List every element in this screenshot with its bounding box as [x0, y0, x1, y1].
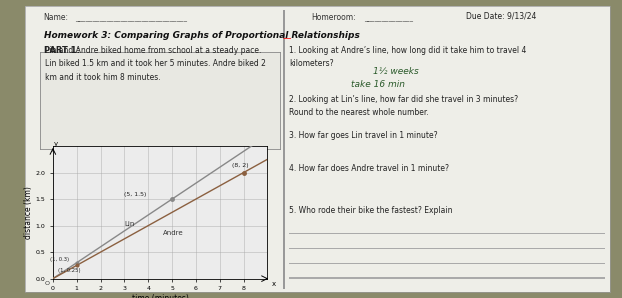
Text: Andre: Andre — [162, 230, 183, 236]
Text: y: y — [54, 141, 58, 147]
Text: Homework 3: Comparing Graphs of Proportional Relationships: Homework 3: Comparing Graphs of Proporti… — [44, 31, 360, 40]
Text: Due Date: 9/13/24: Due Date: 9/13/24 — [466, 12, 537, 21]
Text: (5, 1.5): (5, 1.5) — [124, 192, 147, 197]
Y-axis label: distance (km): distance (km) — [24, 186, 32, 239]
Text: PART 1:: PART 1: — [44, 46, 80, 55]
Text: (8, 2): (8, 2) — [231, 163, 248, 168]
Text: 1. Looking at Andre’s line, how long did it take him to travel 4
kilometers?: 1. Looking at Andre’s line, how long did… — [289, 46, 527, 68]
Text: Name:: Name: — [44, 13, 68, 22]
Text: ______________: ______________ — [364, 16, 413, 22]
Text: Homeroom:: Homeroom: — [311, 13, 356, 22]
X-axis label: time (minutes): time (minutes) — [132, 294, 188, 298]
Text: Lin and Andre biked home from school at a steady pace.
Lin biked 1.5 km and it t: Lin and Andre biked home from school at … — [45, 46, 266, 82]
Text: 2. Looking at Lin’s line, how far did she travel in 3 minutes?
Round to the near: 2. Looking at Lin’s line, how far did sh… — [289, 95, 518, 117]
Text: 1½ weeks: 1½ weeks — [373, 67, 419, 76]
Text: (1, 0.3): (1, 0.3) — [50, 257, 70, 262]
Text: take 16 min: take 16 min — [351, 80, 406, 89]
Text: O: O — [45, 281, 50, 286]
Text: —: — — [283, 34, 291, 43]
Text: 4. How far does Andre travel in 1 minute?: 4. How far does Andre travel in 1 minute… — [289, 164, 449, 173]
Text: (1, 0.25): (1, 0.25) — [58, 268, 80, 273]
Text: ________________________________: ________________________________ — [75, 16, 187, 22]
Text: x: x — [272, 281, 276, 287]
Text: 5. Who rode their bike the fastest? Explain: 5. Who rode their bike the fastest? Expl… — [289, 206, 453, 215]
Text: 3. How far goes Lin travel in 1 minute?: 3. How far goes Lin travel in 1 minute? — [289, 131, 438, 140]
Text: Lin: Lin — [124, 221, 135, 226]
